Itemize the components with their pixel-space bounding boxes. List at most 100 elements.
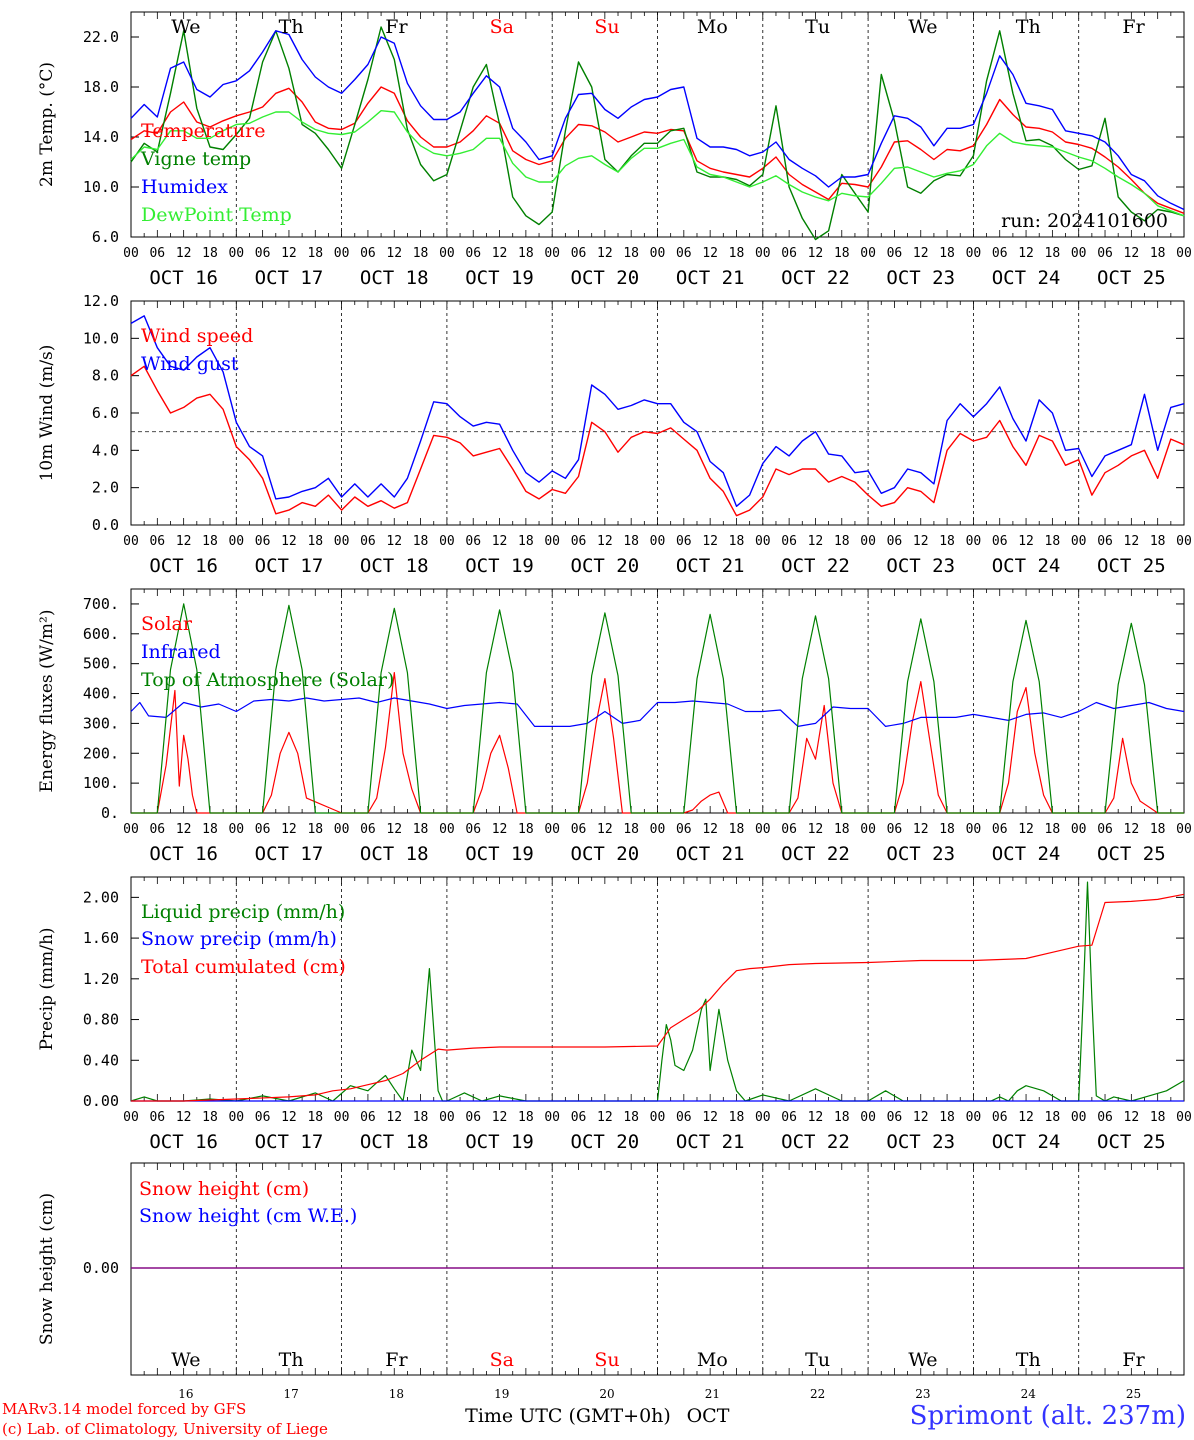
date-label: OCT 25 — [1097, 843, 1166, 865]
hour-tick-label: 06 — [571, 822, 587, 837]
y-tick-label: 2.0 — [92, 479, 119, 497]
legend-entry: Snow height (cm W.E.) — [139, 1205, 357, 1227]
hour-tick-label: 00 — [755, 246, 771, 261]
hour-tick-label: 18 — [202, 246, 218, 261]
hour-tick-label: 18 — [1150, 822, 1166, 837]
y-axis-title: Precip (mm/h) — [37, 927, 57, 1050]
hour-tick-label: 12 — [176, 246, 192, 261]
hour-tick-label: 00 — [1176, 246, 1192, 261]
hour-tick-label: 18 — [202, 1110, 218, 1125]
hour-tick-label: 12 — [386, 534, 402, 549]
hour-tick-label: 06 — [1097, 534, 1113, 549]
hour-tick-label: 12 — [913, 1110, 929, 1125]
date-label: OCT 20 — [571, 843, 640, 865]
hour-tick-label: 18 — [623, 534, 639, 549]
hour-tick-label: 00 — [334, 534, 350, 549]
date-label: OCT 24 — [992, 1131, 1061, 1153]
legend-entry: Vigne temp — [140, 148, 251, 170]
date-label: OCT 19 — [465, 1131, 534, 1153]
hour-tick-label: 00 — [334, 1110, 350, 1125]
hour-tick-label: 06 — [465, 822, 481, 837]
hour-tick-label: 06 — [360, 822, 376, 837]
legend-entry: Wind gust — [141, 353, 239, 375]
day-name: We — [908, 16, 937, 38]
hour-tick-label: 12 — [492, 822, 508, 837]
hour-tick-label: 12 — [913, 534, 929, 549]
hour-tick-label: 12 — [702, 246, 718, 261]
hour-tick-label: 18 — [1045, 1110, 1061, 1125]
hour-tick-label: 06 — [992, 822, 1008, 837]
date-label: OCT 21 — [676, 555, 745, 577]
hour-tick-label: 12 — [808, 1110, 824, 1125]
y-tick-label: 0.80 — [83, 1011, 119, 1029]
hour-tick-label: 18 — [939, 534, 955, 549]
date-label: OCT 22 — [781, 555, 850, 577]
series-line-2 — [130, 26, 1185, 241]
date-label: OCT 17 — [255, 267, 324, 289]
hour-tick-label: 00 — [966, 1110, 982, 1125]
date-label: OCT 25 — [1097, 1131, 1166, 1153]
hour-tick-label: 12 — [597, 534, 613, 549]
series-line-3 — [131, 603, 1184, 814]
hour-tick-label: 00 — [966, 534, 982, 549]
date-label: OCT 23 — [886, 843, 955, 865]
hour-tick-label: 06 — [887, 534, 903, 549]
legend-entry: Solar — [141, 613, 193, 635]
y-tick-label: 700. — [83, 595, 119, 613]
hour-tick-label: 06 — [992, 534, 1008, 549]
day-name: We — [171, 16, 200, 38]
hour-tick-label: 18 — [834, 534, 850, 549]
day-number: 24 — [1021, 1387, 1037, 1401]
hour-tick-label: 06 — [887, 822, 903, 837]
hour-tick-label: 06 — [255, 246, 271, 261]
hour-tick-label: 06 — [781, 822, 797, 837]
legend-entry: Total cumulated (cm) — [141, 956, 346, 978]
series-line-1 — [130, 881, 1185, 1102]
hour-tick-label: 06 — [1097, 246, 1113, 261]
hour-tick-label: 06 — [360, 246, 376, 261]
hour-tick-label: 18 — [518, 822, 534, 837]
hour-tick-label: 12 — [702, 1110, 718, 1125]
hour-tick-label: 12 — [702, 822, 718, 837]
hour-tick-label: 06 — [465, 246, 481, 261]
date-label: OCT 18 — [360, 555, 429, 577]
day-name: We — [908, 1349, 937, 1371]
hour-tick-label: 06 — [887, 1110, 903, 1125]
hour-tick-label: 00 — [228, 534, 244, 549]
y-tick-label: 10.0 — [83, 178, 119, 196]
hour-tick-label: 00 — [123, 822, 139, 837]
y-tick-label: 14.0 — [83, 128, 119, 146]
y-tick-label: 500. — [83, 655, 119, 673]
y-tick-label: 8.0 — [92, 367, 119, 385]
date-label: OCT 25 — [1097, 267, 1166, 289]
day-number: 22 — [810, 1387, 825, 1401]
date-label: OCT 18 — [360, 267, 429, 289]
run-label: run: 2024101600 — [1001, 210, 1168, 232]
hour-tick-label: 18 — [307, 1110, 323, 1125]
date-label: OCT 21 — [676, 267, 745, 289]
hour-tick-label: 18 — [202, 534, 218, 549]
hour-tick-label: 12 — [1124, 822, 1140, 837]
series-line-1 — [130, 86, 1185, 214]
hour-tick-label: 00 — [123, 534, 139, 549]
date-label: OCT 25 — [1097, 555, 1166, 577]
y-tick-label: 100. — [83, 774, 119, 792]
date-label: OCT 21 — [676, 1131, 745, 1153]
series-line-3 — [130, 30, 1185, 211]
hour-tick-label: 00 — [228, 822, 244, 837]
hour-tick-label: 18 — [1150, 534, 1166, 549]
hour-tick-label: 18 — [413, 534, 429, 549]
hour-tick-label: 12 — [597, 822, 613, 837]
hour-tick-label: 12 — [808, 246, 824, 261]
hour-tick-label: 00 — [860, 246, 876, 261]
date-label: OCT 24 — [992, 843, 1061, 865]
day-name: Th — [279, 1349, 304, 1371]
day-number: 25 — [1126, 1387, 1141, 1401]
x-axis-title: Time UTC (GMT+0h) — [465, 1405, 671, 1427]
hour-tick-label: 12 — [597, 246, 613, 261]
y-tick-label: 6.0 — [92, 404, 119, 422]
hour-tick-label: 06 — [255, 1110, 271, 1125]
hour-tick-label: 00 — [1176, 1110, 1192, 1125]
date-label: OCT 16 — [149, 1131, 218, 1153]
hour-tick-label: 12 — [281, 534, 297, 549]
